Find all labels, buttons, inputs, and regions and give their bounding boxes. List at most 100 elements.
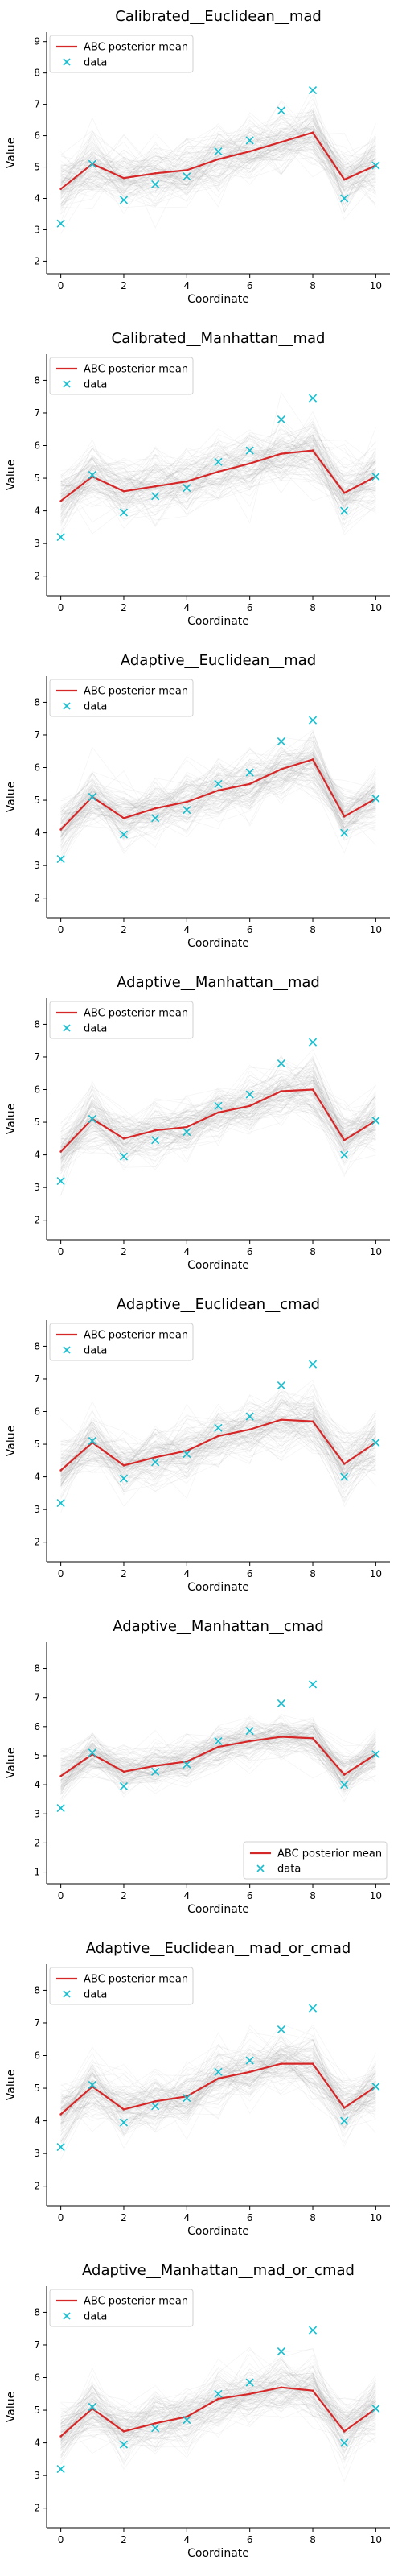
data-point <box>151 1458 160 1467</box>
posterior-mean-point <box>186 800 188 803</box>
sample-trace <box>60 1070 376 1166</box>
data-marker-stroke <box>371 2082 380 2091</box>
posterior-mean-point <box>122 176 125 180</box>
sample-trace <box>60 1081 376 1160</box>
data-point <box>56 532 65 542</box>
sample-trace <box>60 436 376 530</box>
x-axis-label: Coordinate <box>187 2225 249 2238</box>
sample-trace <box>60 2046 376 2121</box>
y-tick-label: 5 <box>34 162 40 173</box>
sample-trace <box>60 1719 376 1786</box>
sample-trace <box>60 417 376 508</box>
legend-box <box>49 357 194 395</box>
sample-trace <box>60 2366 376 2459</box>
data-point <box>151 180 160 189</box>
sample-trace <box>60 1726 376 1798</box>
sample-trace <box>60 120 376 200</box>
sample-trace <box>60 1391 376 1465</box>
legend-label: data <box>84 57 107 69</box>
sample-trace <box>60 428 376 514</box>
sample-trace <box>60 1401 376 1480</box>
x-tick-label: 8 <box>310 924 316 935</box>
sample-trace <box>60 2380 376 2434</box>
sample-trace <box>60 1080 376 1162</box>
y-tick-label: 4 <box>34 506 40 517</box>
sample-trace <box>60 430 376 491</box>
data-marker-stroke <box>340 2116 349 2125</box>
sample-trace <box>60 1412 376 1492</box>
legend-box <box>49 679 194 717</box>
sample-trace <box>60 1726 376 1776</box>
sample-trace <box>60 1055 376 1170</box>
data-point <box>119 1474 129 1483</box>
y-tick-label: 6 <box>34 1721 40 1732</box>
sample-trace <box>60 731 376 854</box>
sample-trace <box>60 1075 376 1147</box>
sample-trace <box>60 2053 376 2140</box>
posterior-mean-point <box>186 169 188 171</box>
sample-trace <box>60 1416 376 1488</box>
sample-trace <box>60 2074 376 2117</box>
sample-trace <box>60 440 376 503</box>
sample-trace <box>60 1095 376 1154</box>
data-marker-stroke <box>151 814 160 823</box>
sample-trace <box>60 2374 376 2433</box>
data-point <box>371 161 380 170</box>
sample-trace <box>60 1422 376 1476</box>
sample-trace <box>60 1719 376 1793</box>
sample-trace <box>60 477 376 523</box>
sample-trace <box>60 1063 376 1154</box>
sample-trace <box>60 440 376 500</box>
sample-trace <box>60 438 376 517</box>
y-tick-label: 8 <box>34 1663 40 1674</box>
sample-trace <box>60 118 376 205</box>
posterior-sample-traces <box>60 2347 376 2483</box>
sample-trace <box>60 2032 376 2114</box>
sample-trace <box>60 1066 376 1161</box>
posterior-mean-point <box>248 150 251 153</box>
sample-trace <box>60 737 376 828</box>
data-marker-stroke <box>277 2025 285 2034</box>
data-point <box>56 1498 65 1508</box>
sample-trace <box>60 756 376 834</box>
sample-trace <box>60 137 376 205</box>
sample-trace <box>60 123 376 190</box>
sample-trace <box>60 2050 376 2142</box>
sample-trace <box>60 1730 376 1790</box>
sample-trace <box>60 2372 376 2454</box>
sample-trace <box>60 1725 376 1788</box>
sample-trace <box>60 2053 376 2124</box>
sample-trace <box>60 2049 376 2137</box>
posterior-mean-point <box>280 768 283 770</box>
sample-trace <box>60 443 376 510</box>
y-tick-label: 7 <box>34 1692 40 1703</box>
sample-trace <box>60 2061 376 2130</box>
data-marker-stroke <box>183 1760 191 1769</box>
data-marker-stroke <box>214 147 223 156</box>
y-tick-label: 8 <box>34 1340 40 1352</box>
data-point <box>371 472 380 481</box>
sample-trace <box>60 2049 376 2130</box>
sample-trace <box>60 114 376 213</box>
data-point <box>56 2464 65 2474</box>
sample-trace <box>60 1094 376 1159</box>
sample-trace <box>60 2377 376 2448</box>
x-tick-label: 8 <box>310 602 316 613</box>
posterior-mean-point <box>280 141 283 143</box>
sample-trace <box>60 2383 376 2434</box>
sample-trace <box>60 2380 376 2451</box>
sample-trace <box>60 2368 376 2439</box>
sample-trace <box>60 2368 376 2462</box>
legend-marker-swatch <box>63 1990 71 1998</box>
sample-trace <box>60 1413 376 1484</box>
sample-trace <box>60 758 376 829</box>
sample-trace <box>60 2046 376 2148</box>
sample-trace <box>60 1073 376 1140</box>
x-tick-label: 0 <box>58 280 64 291</box>
sample-trace <box>60 437 376 535</box>
sample-trace <box>60 444 376 526</box>
sample-trace <box>60 1715 376 1788</box>
x-tick-label: 6 <box>247 1246 253 1257</box>
sample-trace <box>60 118 376 195</box>
